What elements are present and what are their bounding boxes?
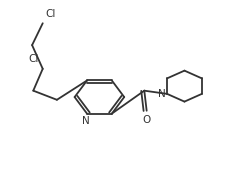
Text: Cl: Cl <box>45 9 55 19</box>
Text: N: N <box>158 89 166 99</box>
Text: O: O <box>142 115 151 125</box>
Text: N: N <box>82 116 90 126</box>
Text: Cl: Cl <box>29 54 39 64</box>
